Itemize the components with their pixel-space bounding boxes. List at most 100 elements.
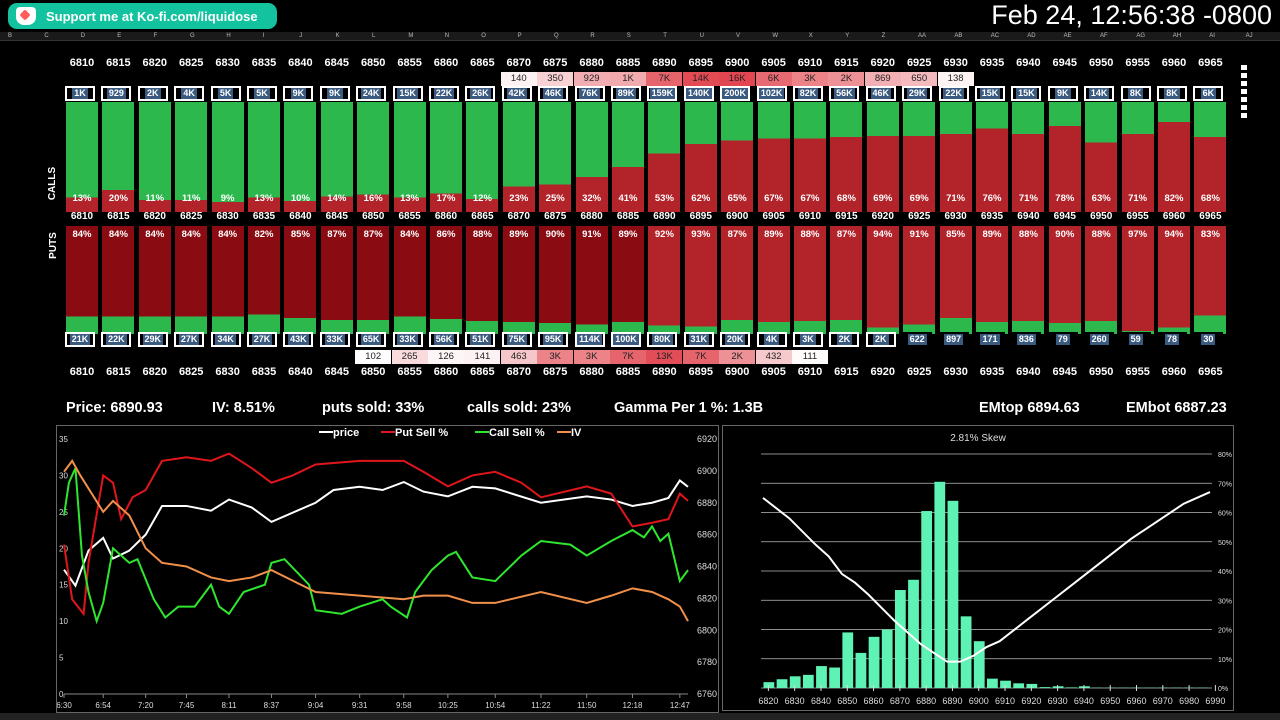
call-oi-box[interactable]: 1K (65, 86, 95, 101)
put-oi-box[interactable]: 78 (1157, 332, 1187, 347)
put-oi-box[interactable]: 43K (283, 332, 314, 347)
put-oi-box[interactable]: 75K (501, 332, 532, 347)
strike-label-middle: 6810 (70, 211, 94, 222)
put-oi-value: 30 (1201, 334, 1216, 345)
column-letter: S (626, 33, 631, 39)
put-oi-box[interactable]: 897 (938, 332, 969, 347)
strike-label-top: 6960 (1161, 57, 1187, 69)
call-oi-box[interactable]: 929 (101, 86, 132, 101)
call-oi-box[interactable]: 9K (283, 86, 314, 101)
put-oi-box[interactable]: 79 (1047, 332, 1078, 347)
call-sold-pct: 41% (618, 193, 638, 204)
put-oi-box[interactable]: 27K (174, 332, 205, 347)
call-oi-box[interactable]: 102K (756, 86, 787, 101)
put-oi-box[interactable]: 33K (319, 332, 350, 347)
scrollbar[interactable] (1241, 65, 1247, 120)
put-oi-box[interactable]: 2K (829, 332, 860, 347)
strike-label-bottom: 6925 (906, 366, 932, 378)
put-oi-box[interactable]: 20K (720, 332, 751, 347)
put-oi-box[interactable]: 65K (356, 332, 387, 347)
call-oi-value: 9K (327, 88, 343, 99)
kofi-support-button[interactable]: Support me at Ko-fi.com/liquidose (8, 3, 277, 29)
call-oi-box[interactable]: 22K (429, 86, 459, 101)
call-oi-value: 140K (686, 88, 712, 99)
put-oi-box[interactable]: 21K (65, 332, 95, 347)
call-oi-box[interactable]: 5K (247, 86, 277, 101)
put-oi-box[interactable]: 622 (902, 332, 933, 347)
call-oi-box[interactable]: 29K (902, 86, 933, 101)
put-sold-pct: 91% (909, 229, 929, 240)
put-sold-bar (976, 226, 1008, 334)
put-oi-box[interactable]: 30 (1193, 332, 1224, 347)
call-oi-box[interactable]: 14K (1084, 86, 1115, 101)
call-oi-box[interactable]: 42K (501, 86, 532, 101)
call-oi-box[interactable]: 200K (720, 86, 751, 101)
call-oi-box[interactable]: 2K (137, 86, 168, 101)
call-oi-box[interactable]: 46K (538, 86, 569, 101)
strike-label-top: 6875 (542, 57, 568, 69)
put-oi-box[interactable]: 56K (429, 332, 459, 347)
x-tick-label: 11:50 (577, 701, 597, 710)
put-oi-box[interactable]: 22K (101, 332, 132, 347)
y-tick: 10% (1218, 657, 1232, 664)
call-oi-box[interactable]: 8K (1157, 86, 1187, 101)
sheet-tabs-bar[interactable] (0, 713, 1280, 720)
call-oi-box[interactable]: 8K (1120, 86, 1151, 101)
call-oi-box[interactable]: 76K (574, 86, 605, 101)
y-right-tick: 6880 (697, 498, 717, 508)
call-sold-bar (211, 102, 244, 212)
put-oi-box[interactable]: 171 (975, 332, 1005, 347)
put-oi-value: 31K (688, 334, 710, 345)
call-sold-bar (866, 102, 899, 212)
call-oi-box[interactable]: 140K (683, 86, 714, 101)
call-oi-box[interactable]: 9K (319, 86, 350, 101)
put-oi-box[interactable]: 95K (538, 332, 569, 347)
put-oi-box[interactable]: 836 (1011, 332, 1042, 347)
histogram-bar (789, 676, 801, 688)
call-oi-box[interactable]: 15K (975, 86, 1005, 101)
y-left-tick: 30 (59, 471, 68, 480)
put-sold-pct: 91% (582, 229, 602, 240)
call-volume-cell: 140 (500, 72, 537, 86)
call-oi-box[interactable]: 9K (1047, 86, 1078, 101)
put-oi-box[interactable]: 33K (392, 332, 423, 347)
call-oi-box[interactable]: 24K (356, 86, 387, 101)
call-oi-box[interactable]: 46K (865, 86, 896, 101)
call-oi-box[interactable]: 15K (392, 86, 423, 101)
strike-label-middle: 6880 (580, 211, 603, 222)
put-oi-box[interactable]: 114K (574, 332, 605, 347)
call-oi-box[interactable]: 15K (1011, 86, 1042, 101)
call-oi-box[interactable]: 26K (465, 86, 496, 101)
put-oi-box[interactable]: 31K (683, 332, 714, 347)
call-oi-box[interactable]: 82K (793, 86, 823, 101)
call-oi-box[interactable]: 6K (1193, 86, 1224, 101)
clock: Feb 24, 12:56:38 -0800 (991, 0, 1272, 30)
put-oi-box[interactable]: 2K (865, 332, 896, 347)
call-oi-box[interactable]: 89K (611, 86, 641, 101)
put-oi-box[interactable]: 3K (793, 332, 823, 347)
put-oi-box[interactable]: 34K (210, 332, 241, 347)
put-sold-pct: 84% (145, 229, 165, 240)
call-oi-box[interactable]: 4K (174, 86, 205, 101)
y-tick: 0% (1218, 686, 1228, 693)
put-oi-box[interactable]: 4K (756, 332, 787, 347)
strike-label-top: 6865 (470, 57, 495, 69)
put-sold-bar (1158, 226, 1190, 334)
put-sold-bar (1085, 226, 1118, 334)
put-oi-value: 29K (142, 334, 164, 345)
put-oi-box[interactable]: 260 (1084, 332, 1115, 347)
histogram-bar (1052, 686, 1064, 688)
put-oi-value: 95K (542, 334, 564, 345)
call-oi-box[interactable]: 22K (938, 86, 969, 101)
put-oi-box[interactable]: 27K (247, 332, 277, 347)
x-tick-label: 6980 (1179, 696, 1199, 706)
call-oi-box[interactable]: 5K (210, 86, 241, 101)
put-oi-box[interactable]: 59 (1120, 332, 1151, 347)
call-oi-box[interactable]: 159K (647, 86, 678, 101)
put-oi-box[interactable]: 100K (611, 332, 641, 347)
put-oi-box[interactable]: 29K (137, 332, 168, 347)
put-oi-box[interactable]: 51K (465, 332, 496, 347)
histogram-bar (1039, 687, 1051, 688)
call-oi-box[interactable]: 56K (829, 86, 860, 101)
put-oi-box[interactable]: 80K (647, 332, 678, 347)
